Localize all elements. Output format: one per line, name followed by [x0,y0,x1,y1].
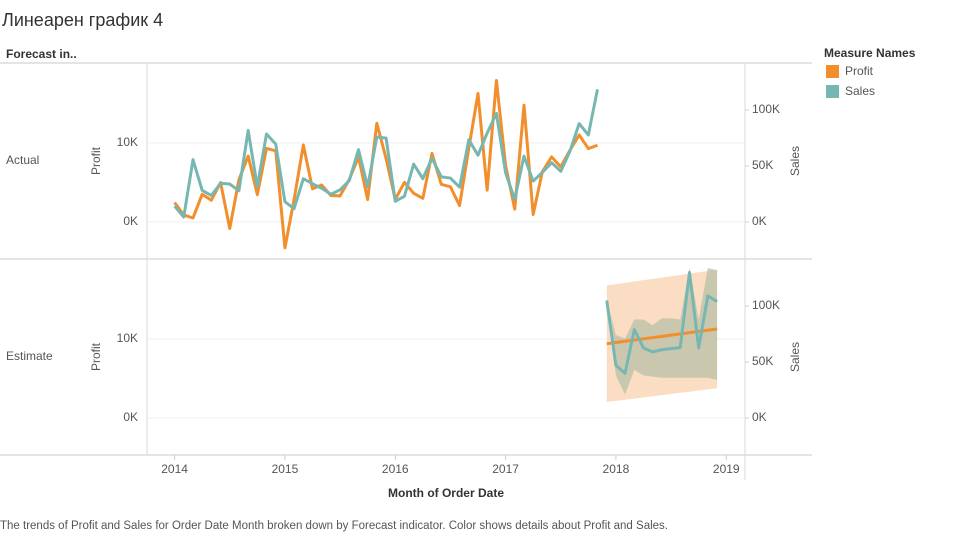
pane-label: Actual [6,153,39,167]
pane-label: Estimate [6,349,53,363]
y-tick-label: 10K [117,331,138,345]
y2-tick-label: 100K [752,298,780,312]
line [605,270,718,375]
chart-title: Линеарен график 4 [2,10,163,30]
x-tick-label: 2015 [272,462,299,476]
legend-label: Sales [845,84,875,98]
y2-axis-title: Sales [788,342,802,372]
x-tick-label: 2016 [382,462,409,476]
legend-label: Profit [845,64,874,78]
x-tick-label: 2014 [161,462,188,476]
y2-tick-label: 50K [752,354,773,368]
legend-swatch [826,85,839,98]
y-axis-title: Profit [89,146,103,175]
x-axis-title: Month of Order Date [388,486,504,500]
x-tick-label: 2018 [603,462,630,476]
y2-tick-label: 0K [752,410,767,424]
y2-axis-title: Sales [788,146,802,176]
x-tick-label: 2017 [492,462,519,476]
y-tick-label: 0K [123,410,138,424]
line [606,327,718,346]
line [173,89,599,219]
y-tick-label: 10K [117,135,138,149]
y-axis-title: Profit [89,342,103,371]
y2-tick-label: 100K [752,102,780,116]
legend-title: Measure Names [824,46,916,60]
forecast-band [606,267,718,395]
y2-tick-label: 0K [752,214,767,228]
legend-swatch [826,65,839,78]
column-header: Forecast in.. [6,47,77,61]
x-tick-label: 2019 [713,462,740,476]
line [173,79,598,250]
y2-tick-label: 50K [752,158,773,172]
caption: The trends of Profit and Sales for Order… [0,520,668,532]
y-tick-label: 0K [123,214,138,228]
